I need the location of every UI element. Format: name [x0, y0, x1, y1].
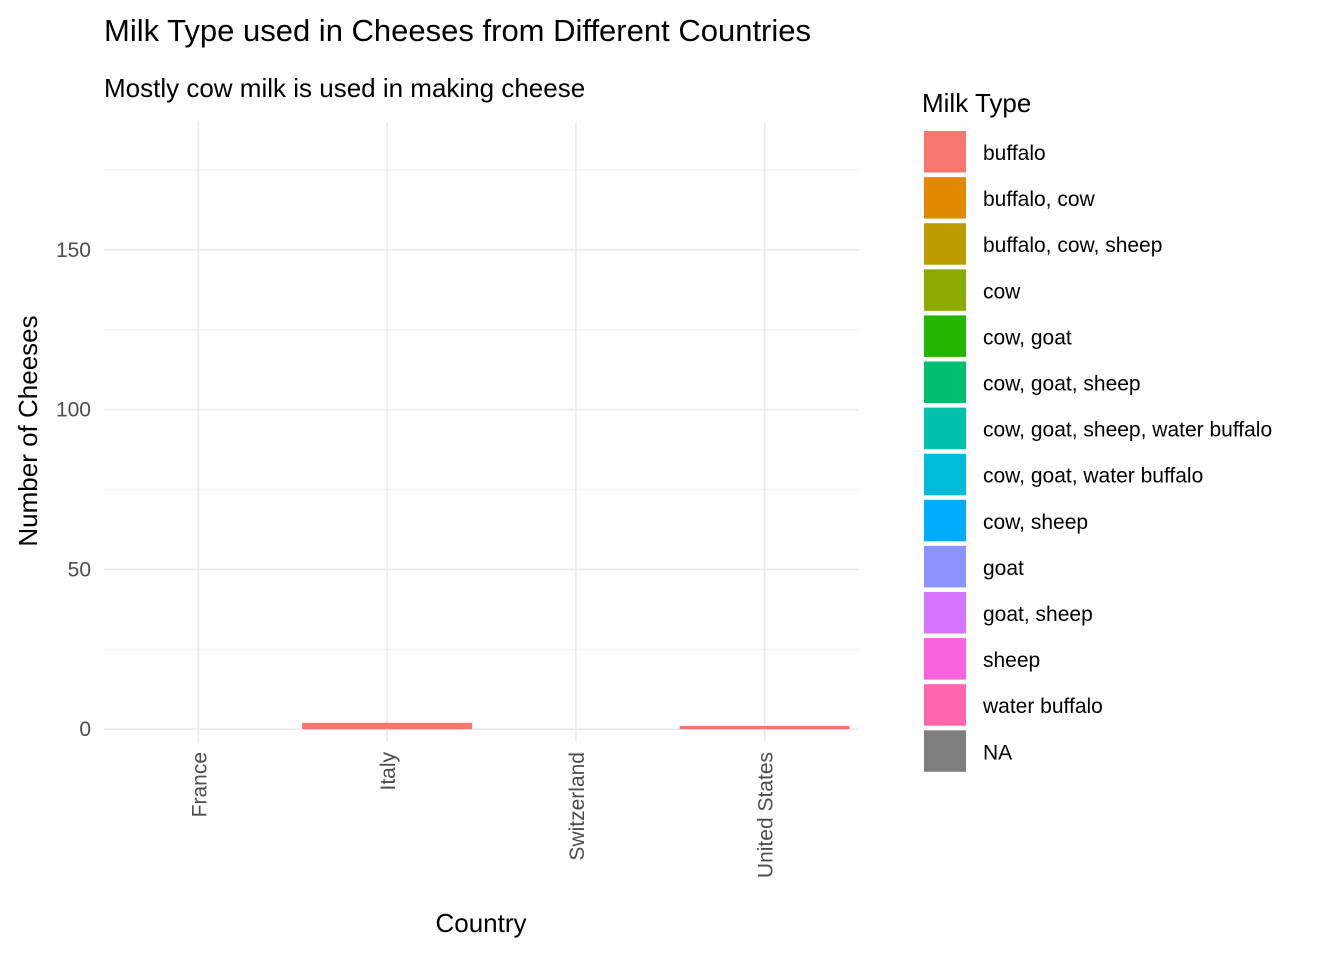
legend-label: sheep — [983, 649, 1040, 672]
legend-swatch — [924, 499, 966, 542]
x-axis-ticks: France Italy Switzerland United States — [188, 752, 777, 879]
chart-title: Milk Type used in Cheeses from Different… — [104, 13, 811, 48]
legend-swatch — [924, 131, 966, 173]
x-tick-label: United States — [755, 752, 778, 878]
legend-label: buffalo, cow — [983, 188, 1096, 211]
y-tick-label: 150 — [56, 239, 91, 262]
legend-label: goat, sheep — [983, 603, 1093, 626]
legend-label: buffalo, cow, sheep — [983, 234, 1162, 257]
legend-swatch — [924, 684, 966, 726]
legend-swatch — [924, 453, 966, 496]
bar-segment — [679, 726, 850, 730]
legend-label: cow, goat, sheep — [983, 373, 1141, 396]
legend-items: buffalo buffalo, cow buffalo, cow, sheep co… — [924, 131, 1272, 772]
bar-segment — [302, 722, 473, 730]
legend-label: cow, sheep — [983, 511, 1088, 534]
legend-swatch — [924, 177, 966, 219]
y-axis-ticks: 0 50 100 150 — [56, 239, 91, 741]
y-tick-label: 100 — [56, 399, 91, 422]
legend-label: cow, goat, sheep, water buffalo — [983, 419, 1272, 442]
legend-label: cow, goat — [983, 326, 1072, 349]
x-axis-title: Country — [435, 908, 526, 938]
y-tick-label: 0 — [79, 718, 91, 741]
y-tick-label: 50 — [68, 558, 91, 581]
x-tick-label: Switzerland — [566, 752, 589, 861]
legend-title: Milk Type — [922, 88, 1031, 118]
legend-swatch — [924, 545, 966, 588]
bars — [302, 722, 850, 730]
legend-label: buffalo — [983, 142, 1046, 165]
legend-swatch — [924, 269, 966, 311]
y-axis-title: Number of Cheeses — [13, 315, 43, 546]
x-tick-label: Italy — [377, 752, 400, 791]
legend-swatch — [924, 730, 966, 772]
grid-lines — [104, 122, 859, 742]
chart-subtitle: Mostly cow milk is used in making cheese — [104, 73, 585, 103]
x-tick-label: France — [188, 752, 211, 817]
legend-swatch — [924, 592, 966, 634]
legend-label: cow, goat, water buffalo — [983, 465, 1203, 488]
legend: Milk Type buffalo buffalo, cow buffalo, co… — [922, 88, 1272, 772]
legend-swatch — [924, 223, 966, 265]
legend-swatch — [924, 315, 966, 357]
legend-swatch — [924, 361, 966, 403]
legend-label: water buffalo — [982, 695, 1103, 718]
legend-label: cow — [983, 280, 1021, 303]
legend-label: goat — [983, 557, 1024, 580]
legend-swatch — [924, 638, 966, 680]
legend-label: NA — [983, 741, 1012, 764]
legend-swatch — [924, 407, 966, 450]
